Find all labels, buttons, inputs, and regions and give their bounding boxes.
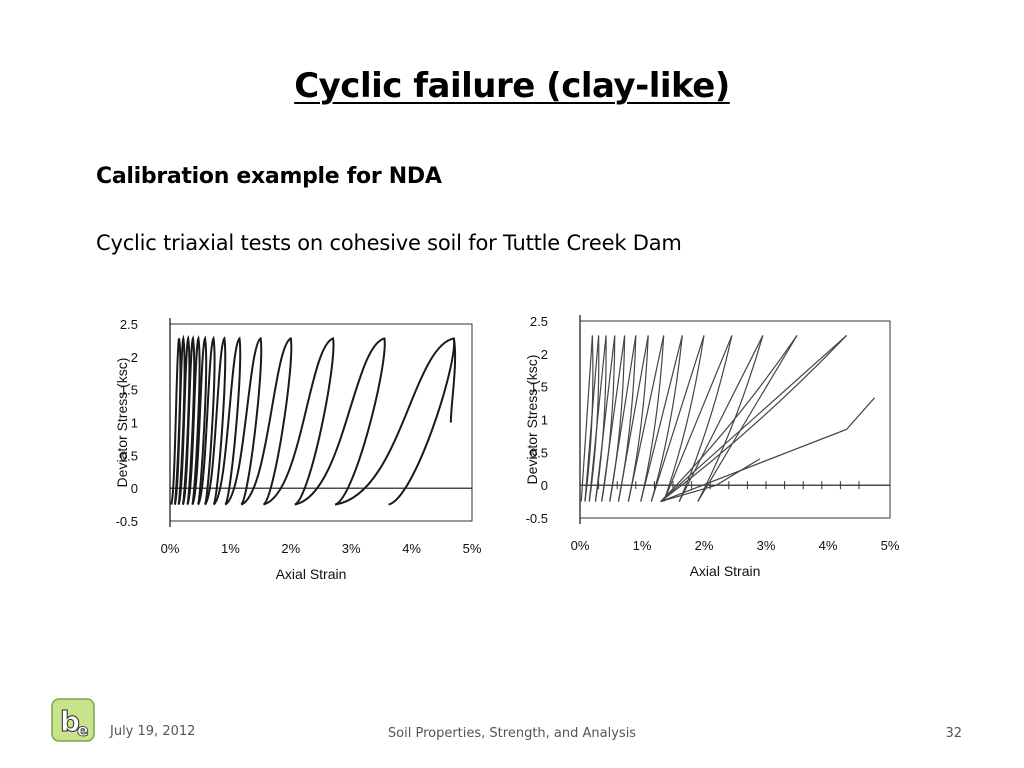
loading-segment (594, 335, 616, 502)
x-tick-label: 2% (281, 541, 300, 556)
x-tick-label: 2% (695, 538, 714, 553)
y-axis-title: Deviator Stress (ksc) (114, 358, 130, 488)
hysteresis-loop (197, 335, 216, 506)
loading-segment (588, 335, 607, 502)
final-drop-curve (449, 338, 457, 423)
hysteresis-loop (263, 337, 335, 506)
loading-segment (601, 335, 626, 502)
loading-segment (678, 335, 764, 502)
x-tick-label: 3% (757, 538, 776, 553)
footer-date: July 19, 2012 (110, 724, 196, 739)
x-tick-label: 5% (881, 538, 900, 553)
unloading-segment (660, 335, 798, 503)
slide-title: Cyclic failure (clay-like) (294, 66, 730, 106)
unloading-segment (678, 335, 733, 502)
y-tick-label: 0 (131, 481, 138, 496)
y-tick-label: 2.5 (120, 317, 138, 332)
hysteresis-loop (224, 336, 263, 506)
y-tick-label: 0.5 (530, 445, 548, 460)
x-tick-label: 3% (342, 541, 361, 556)
y-tick-label: 1 (541, 413, 548, 428)
y-tick-label: 1 (131, 416, 138, 431)
final-loading-segment (660, 397, 875, 503)
hysteresis-loop (212, 336, 242, 506)
y-tick-label: 2 (541, 347, 548, 362)
x-axis-title: Axial Strain (690, 563, 761, 579)
unloading-segment (663, 335, 705, 502)
loading-segment (660, 334, 847, 503)
y-tick-label: 1.5 (530, 380, 548, 395)
loading-segment (584, 335, 600, 502)
hysteresis-loop (334, 337, 456, 506)
x-tick-label: 1% (221, 541, 240, 556)
y-tick-label: 0 (541, 478, 548, 493)
chart-left: 2.5 2 1.5 1 0.5 0 -0.5 0% 1% 2% 3% 4% 5% Axial Strain… (114, 317, 482, 582)
x-tick-label: 4% (819, 538, 838, 553)
x-tick-label: 0% (571, 538, 590, 553)
loading-segment (663, 335, 733, 502)
unloading-segment (650, 335, 683, 502)
subheading: Calibration example for NDA (96, 164, 442, 189)
y-tick-label: -0.5 (526, 511, 548, 526)
x-tick-label: 4% (402, 541, 421, 556)
y-tick-label: 2 (131, 350, 138, 365)
loading-segment (640, 335, 683, 502)
slide-title-row: Cyclic failure (clay-like) (0, 66, 1024, 106)
x-tick-label: 0% (161, 541, 180, 556)
svg-text:e: e (77, 721, 89, 741)
y-tick-label: 0.5 (120, 448, 138, 463)
hysteresis-loop (240, 336, 293, 506)
x-axis-title: Axial Strain (276, 566, 347, 582)
x-tick-label: 1% (633, 538, 652, 553)
hysteresis-loop (191, 335, 208, 506)
page-number: 32 (945, 726, 962, 741)
residual-segment (660, 458, 761, 503)
hysteresis-loop (204, 336, 227, 506)
x-tick-label: 5% (463, 541, 482, 556)
chart-right: 2.5 2 1.5 1 0.5 0 -0.5 0% 1% 2% 3% 4% 5% Axial Strain… (524, 314, 900, 579)
svg-text:b: b (60, 705, 80, 738)
body-text: Cyclic triaxial tests on cohesive soil f… (96, 231, 682, 255)
loading-segment (609, 335, 637, 502)
hysteresis-loop (294, 337, 386, 506)
loading-segment (580, 335, 593, 502)
y-tick-label: 2.5 (530, 314, 548, 329)
loading-segment (617, 335, 649, 502)
loading-segment (627, 335, 665, 502)
unloading-segment (660, 335, 848, 503)
y-axis-title: Deviator Stress (ksc) (524, 355, 540, 485)
loading-segment (650, 335, 705, 502)
y-tick-label: 1.5 (120, 383, 138, 398)
hysteresis-loop (186, 335, 201, 506)
logo: b e (51, 698, 95, 742)
footer-title: Soil Properties, Strength, and Analysis (387, 726, 637, 741)
y-tick-label: -0.5 (116, 514, 138, 529)
loading-segment (697, 335, 798, 502)
